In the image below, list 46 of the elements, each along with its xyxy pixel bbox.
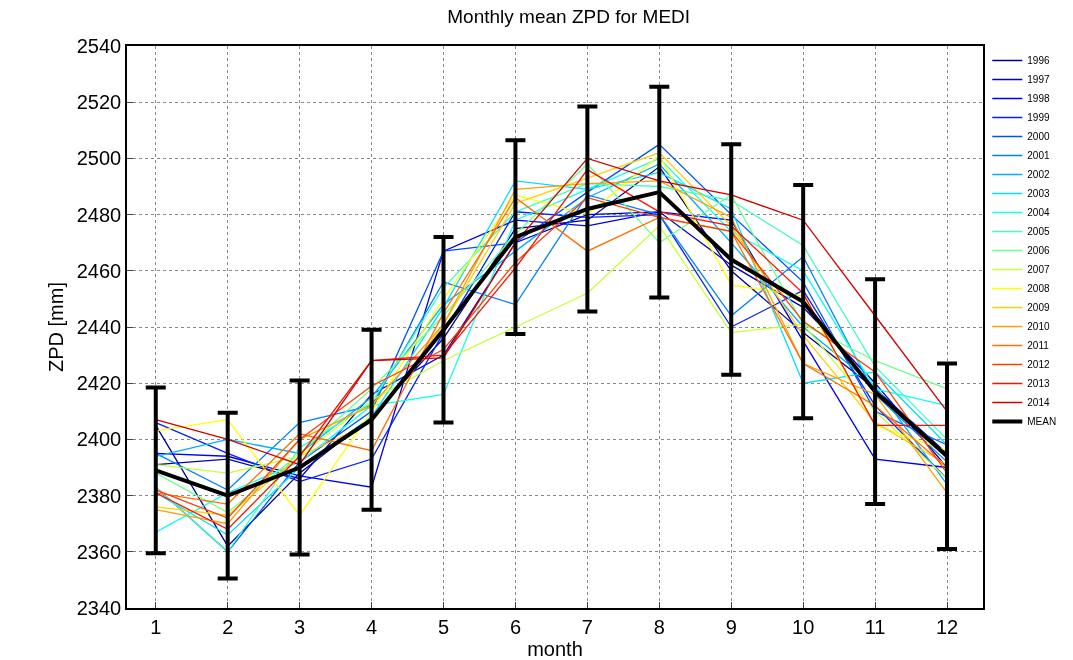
y-tick-label: 2540	[76, 35, 122, 57]
y-tick-label: 2420	[76, 372, 122, 395]
legend-label: 1999	[1027, 112, 1050, 124]
legend-label: MEAN	[1027, 416, 1057, 428]
legend-label: 2010	[1027, 321, 1050, 333]
x-tick-label: 11	[864, 615, 886, 638]
x-tick-label: 5	[437, 615, 450, 638]
chart-title: Monthly mean ZPD for MEDI	[447, 6, 691, 28]
x-tick-label: 2	[222, 615, 234, 638]
y-tick-label: 2340	[76, 597, 122, 619]
x-axis-title: month	[527, 637, 583, 660]
x-tick-label: 4	[366, 615, 378, 638]
y-tick-label: 2400	[76, 428, 122, 451]
x-tick-label: 7	[581, 615, 593, 638]
legend-label: 2011	[1027, 340, 1050, 352]
legend-label: 2006	[1027, 245, 1050, 257]
legend-label: 2005	[1027, 226, 1050, 238]
y-tick-label: 2480	[76, 203, 122, 226]
legend-label: 1998	[1027, 93, 1050, 105]
legend-label: 2003	[1027, 188, 1050, 200]
x-tick-label: 8	[653, 615, 665, 638]
y-tick-label: 2360	[76, 540, 122, 563]
y-tick-label: 2500	[76, 147, 122, 170]
legend-label: 2004	[1027, 207, 1050, 219]
legend-label: 1997	[1027, 74, 1050, 86]
legend-label: 2013	[1027, 378, 1050, 390]
legend-label: 2007	[1027, 264, 1050, 276]
legend-label: 2014	[1027, 397, 1050, 409]
legend-label: 2009	[1027, 302, 1050, 314]
x-tick-label: 3	[294, 615, 306, 638]
legend-label: 2008	[1027, 283, 1050, 295]
y-tick-label: 2380	[76, 484, 122, 507]
x-tick-label: 10	[792, 615, 815, 638]
legend-label: 2000	[1027, 131, 1050, 143]
x-tick-label: 1	[150, 615, 162, 638]
y-axis-title: ZPD [mm]	[44, 282, 67, 372]
y-tick-label: 2440	[76, 316, 122, 338]
legend-label: 2002	[1027, 169, 1050, 181]
legend-label: 2012	[1027, 359, 1050, 371]
legend-label: 2001	[1027, 150, 1050, 162]
y-tick-label: 2460	[76, 259, 122, 282]
legend-label: 1996	[1027, 55, 1050, 67]
x-tick-label: 6	[509, 615, 521, 638]
x-tick-label: 12	[935, 615, 959, 638]
x-tick-label: 9	[725, 615, 737, 638]
y-tick-label: 2520	[76, 91, 122, 114]
